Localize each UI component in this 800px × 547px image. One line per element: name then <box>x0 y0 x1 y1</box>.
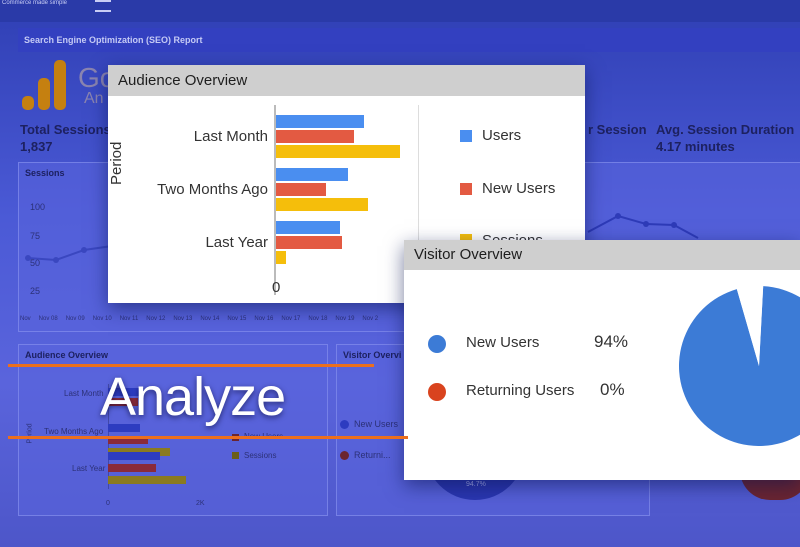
bar-new-users-0[interactable] <box>276 130 354 143</box>
bar-sessions-2[interactable] <box>276 251 286 264</box>
category-label: Two Months Ago <box>157 181 268 198</box>
metric-label-duration: Avg. Session Duration <box>656 122 795 137</box>
date-tick: Nov <box>20 316 31 322</box>
audience-small-title: Audience Overview <box>25 350 109 360</box>
report-title: Search Engine Optimization (SEO) Report <box>18 28 800 52</box>
audience-small-bars <box>108 384 186 489</box>
small-period-label: Last Month <box>64 389 104 398</box>
date-tick: Nov 19 <box>335 316 355 322</box>
audience-card-body: Period Last Month Two Months Ago Last Ye… <box>108 65 585 303</box>
legend-dot-new-users <box>428 335 446 353</box>
bar-users-0[interactable] <box>276 115 364 128</box>
small-visitor-legend: Returni... <box>354 450 391 460</box>
date-tick: Nov 11 <box>119 316 139 322</box>
visitor-label-new-users: New Users <box>466 334 540 351</box>
legend-label-new-users: New Users <box>482 180 556 197</box>
analyze-top-line <box>8 364 374 367</box>
metric-label-per-session: r Session <box>588 122 647 137</box>
sessions-panel-title: Sessions <box>25 168 65 178</box>
visitor-value-returning-users: 0% <box>600 380 625 399</box>
legend-dot-returning-users <box>428 383 446 401</box>
date-tick: Nov 09 <box>65 316 85 322</box>
bar-new-users-1[interactable] <box>276 183 326 196</box>
legend-dot <box>340 451 349 460</box>
date-tick: Nov 14 <box>200 316 220 322</box>
small-legend-label: Sessions <box>244 451 277 460</box>
legend-swatch-new-users <box>460 183 472 195</box>
bar-sessions-1[interactable] <box>276 198 368 211</box>
legend-swatch <box>232 452 239 459</box>
small-axis-label: Period <box>26 423 34 444</box>
small-period-label: Two Months Ago <box>44 427 104 436</box>
date-tick: Nov 15 <box>227 316 247 322</box>
pie-slice-new-users[interactable] <box>679 286 800 446</box>
date-tick: Nov 16 <box>254 316 274 322</box>
period-axis-label: Period <box>108 141 125 185</box>
audience-small-panel: Audience Overview <box>18 344 328 516</box>
analyze-bottom-line <box>8 436 408 439</box>
date-tick: Nov 10 <box>92 316 112 322</box>
logo-partial-subtext: An <box>84 90 104 107</box>
visitor-small-title: Visitor Overvi <box>343 350 402 360</box>
legend-divider <box>418 105 419 295</box>
y-tick: 75 <box>30 231 41 241</box>
audience-card-title: Audience Overview <box>108 65 585 96</box>
company-caption: Commerce made simple <box>2 0 68 6</box>
visitor-card-title: Visitor Overview <box>404 240 800 270</box>
analyze-headline: Analyze <box>100 367 286 427</box>
date-tick: Nov 18 <box>308 316 328 322</box>
pie-slice-returning-users[interactable] <box>736 286 764 366</box>
category-label: Last Month <box>193 128 268 145</box>
metric-value-sessions: 1,837 <box>20 139 53 154</box>
date-axis: Nov Nov 08 Nov 09 Nov 10 Nov 11 Nov 12 N… <box>20 316 420 322</box>
sessions-line-chart <box>25 213 699 263</box>
y-tick: 25 <box>30 286 41 296</box>
bar-users-1[interactable] <box>276 168 348 181</box>
legend-dot <box>340 420 349 429</box>
visitor-overview-card: Visitor Overview New Users 94% Returning… <box>404 240 800 480</box>
audience-bar-chart[interactable] <box>274 105 424 301</box>
menu-icon[interactable] <box>95 0 111 12</box>
metric-value-duration: 4.17 minutes <box>656 139 735 154</box>
small-pie-label: 94.7% <box>466 481 486 488</box>
date-tick: Nov 13 <box>173 316 193 322</box>
small-period-label: Last Year <box>72 464 106 473</box>
metric-label-sessions: Total Sessions <box>20 122 111 137</box>
small-x-tick: 0 <box>106 500 110 507</box>
bar-users-2[interactable] <box>276 221 340 234</box>
visitor-value-new-users: 94% <box>594 332 629 351</box>
date-tick: Nov 08 <box>38 316 58 322</box>
bar-sessions-0[interactable] <box>276 145 400 158</box>
analytics-logo-icon <box>22 60 72 110</box>
y-tick: 100 <box>30 202 46 212</box>
date-tick: Nov 12 <box>146 316 166 322</box>
date-tick: Nov 2 <box>362 316 379 322</box>
legend-swatch-users <box>460 130 472 142</box>
visitor-pie-chart[interactable] <box>654 286 800 456</box>
small-x-tick: 2K <box>196 500 205 507</box>
y-tick: 50 <box>30 258 41 268</box>
small-visitor-legend: New Users <box>354 419 399 429</box>
date-tick: Nov 17 <box>281 316 301 322</box>
x-tick-label: 0 <box>272 279 281 296</box>
category-label: Last Year <box>205 234 268 251</box>
visitor-label-returning-users: Returning Users <box>466 382 575 399</box>
top-bar <box>0 0 800 22</box>
legend-label-users: Users <box>482 127 522 144</box>
bar-new-users-2[interactable] <box>276 236 342 249</box>
